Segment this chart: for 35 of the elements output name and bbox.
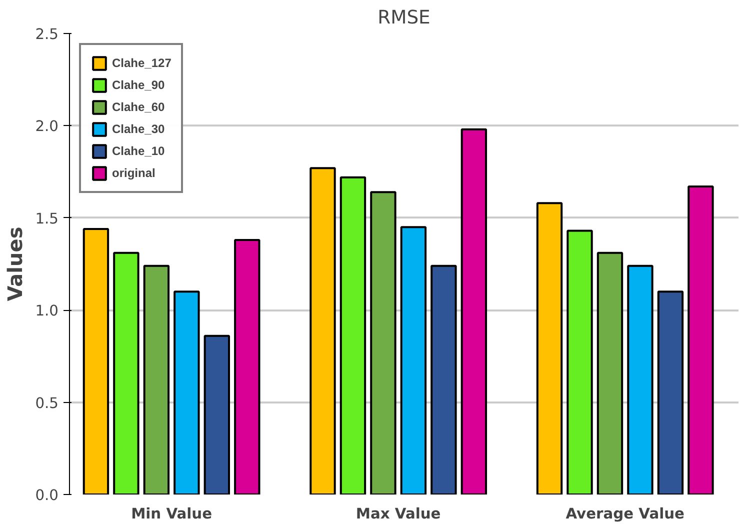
- bar: [174, 290, 200, 494]
- legend-label: Clahe_60: [112, 100, 165, 114]
- bar: [627, 264, 654, 494]
- bar: [536, 202, 563, 494]
- legend-label: Clahe_90: [112, 78, 165, 92]
- x-tick-label: Average Value: [566, 506, 685, 522]
- bar: [143, 264, 170, 494]
- bar: [566, 230, 593, 494]
- y-tick-label: 2.0: [35, 118, 59, 136]
- legend-label: Clahe_10: [112, 144, 165, 158]
- legend-label: Clahe_127: [112, 56, 172, 70]
- bar: [370, 191, 396, 494]
- bar: [204, 334, 230, 494]
- y-tick-label: 0.0: [35, 487, 59, 504]
- y-tick-label: 1.0: [35, 302, 59, 320]
- bar: [596, 252, 624, 494]
- bar: [460, 128, 488, 494]
- x-tick-label: Min Value: [131, 506, 212, 522]
- bar: [657, 290, 684, 494]
- bar: [234, 239, 260, 494]
- x-tick-label: Max Value: [356, 506, 441, 522]
- bar: [340, 176, 366, 494]
- bar: [82, 228, 110, 494]
- y-tick-label: 2.5: [35, 26, 59, 43]
- legend-label: Clahe_30: [112, 122, 165, 136]
- bar: [310, 167, 336, 494]
- bar: [400, 226, 427, 494]
- legend-label: original: [112, 166, 156, 180]
- chart-title: RMSE: [378, 8, 430, 28]
- bar: [113, 252, 140, 494]
- bar: [430, 264, 457, 494]
- y-tick-label: 1.5: [35, 210, 59, 228]
- y-tick-label: 0.5: [35, 394, 59, 412]
- bar: [688, 186, 714, 494]
- y-axis-title: Values: [3, 226, 28, 302]
